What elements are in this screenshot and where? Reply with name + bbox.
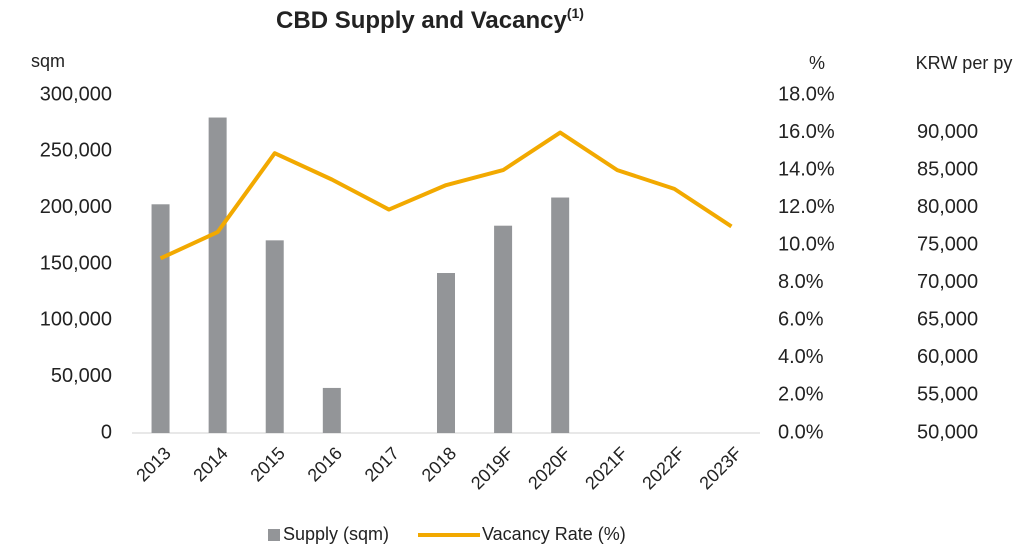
x-tick-label: 2013 xyxy=(132,443,174,485)
y3-tick-label: 85,000 xyxy=(917,158,978,180)
y3-axis-label: KRW per py xyxy=(916,53,1013,73)
y3-tick-label: 55,000 xyxy=(917,384,978,406)
title-text: CBD Supply and Vacancy xyxy=(276,7,567,34)
y2-tick-label: 12.0% xyxy=(778,196,835,218)
y2-tick-label: 8.0% xyxy=(778,271,824,293)
bar xyxy=(265,240,284,433)
y-tick-label: 150,000 xyxy=(40,252,112,274)
y-tick-label: 250,000 xyxy=(40,140,112,162)
y3-tick-label: 90,000 xyxy=(917,121,978,143)
x-tick-label: 2022F xyxy=(638,443,688,493)
x-tick-label: 2019F xyxy=(467,443,517,493)
y2-tick-label: 18.0% xyxy=(778,83,835,105)
chart-title: CBD Supply and Vacancy(1) xyxy=(276,5,584,35)
vacancy-line xyxy=(159,130,733,261)
y3-tick-label: 75,000 xyxy=(917,234,978,256)
y-tick-label: 50,000 xyxy=(51,365,112,387)
x-tick-label: 2014 xyxy=(189,443,231,485)
y2-tick-label: 10.0% xyxy=(778,234,835,256)
x-tick-label: 2020F xyxy=(524,443,574,493)
legend-label: Vacancy Rate (%) xyxy=(482,524,626,544)
y2-tick-label: 14.0% xyxy=(778,158,835,180)
y2-tick-label: 2.0% xyxy=(778,384,824,406)
bar xyxy=(437,273,455,433)
y2-tick-label: 4.0% xyxy=(778,346,824,368)
x-tick-label: 2021F xyxy=(581,443,631,493)
bar xyxy=(494,225,513,433)
x-tick-label: 2023F xyxy=(695,443,745,493)
y2-axis-label: % xyxy=(809,53,825,73)
y2-tick-label: 16.0% xyxy=(778,121,835,143)
bar xyxy=(322,387,341,433)
y-axis-label: sqm xyxy=(31,51,65,71)
y3-tick-label: 50,000 xyxy=(917,421,978,443)
y3-tick-label: 65,000 xyxy=(917,309,978,331)
x-tick-label: 2017 xyxy=(361,443,403,485)
y3-tick-label: 60,000 xyxy=(917,346,978,368)
y2-tick-label: 6.0% xyxy=(778,309,824,331)
legend-swatch xyxy=(268,529,280,541)
title-superscript: (1) xyxy=(567,5,584,21)
y3-tick-label: 70,000 xyxy=(917,271,978,293)
x-tick-label: 2018 xyxy=(418,443,460,485)
y-tick-label: 0 xyxy=(101,421,112,443)
y2-tick-label: 0.0% xyxy=(778,421,824,443)
bar xyxy=(151,204,170,433)
y-tick-label: 200,000 xyxy=(40,196,112,218)
legend-label: Supply (sqm) xyxy=(283,524,389,544)
x-tick-label: 2015 xyxy=(246,443,288,485)
x-tick-label: 2016 xyxy=(304,443,346,485)
bar xyxy=(551,197,570,433)
y3-tick-label: 80,000 xyxy=(917,196,978,218)
bar xyxy=(208,117,227,434)
y-tick-label: 300,000 xyxy=(40,83,112,105)
y-tick-label: 100,000 xyxy=(40,309,112,331)
